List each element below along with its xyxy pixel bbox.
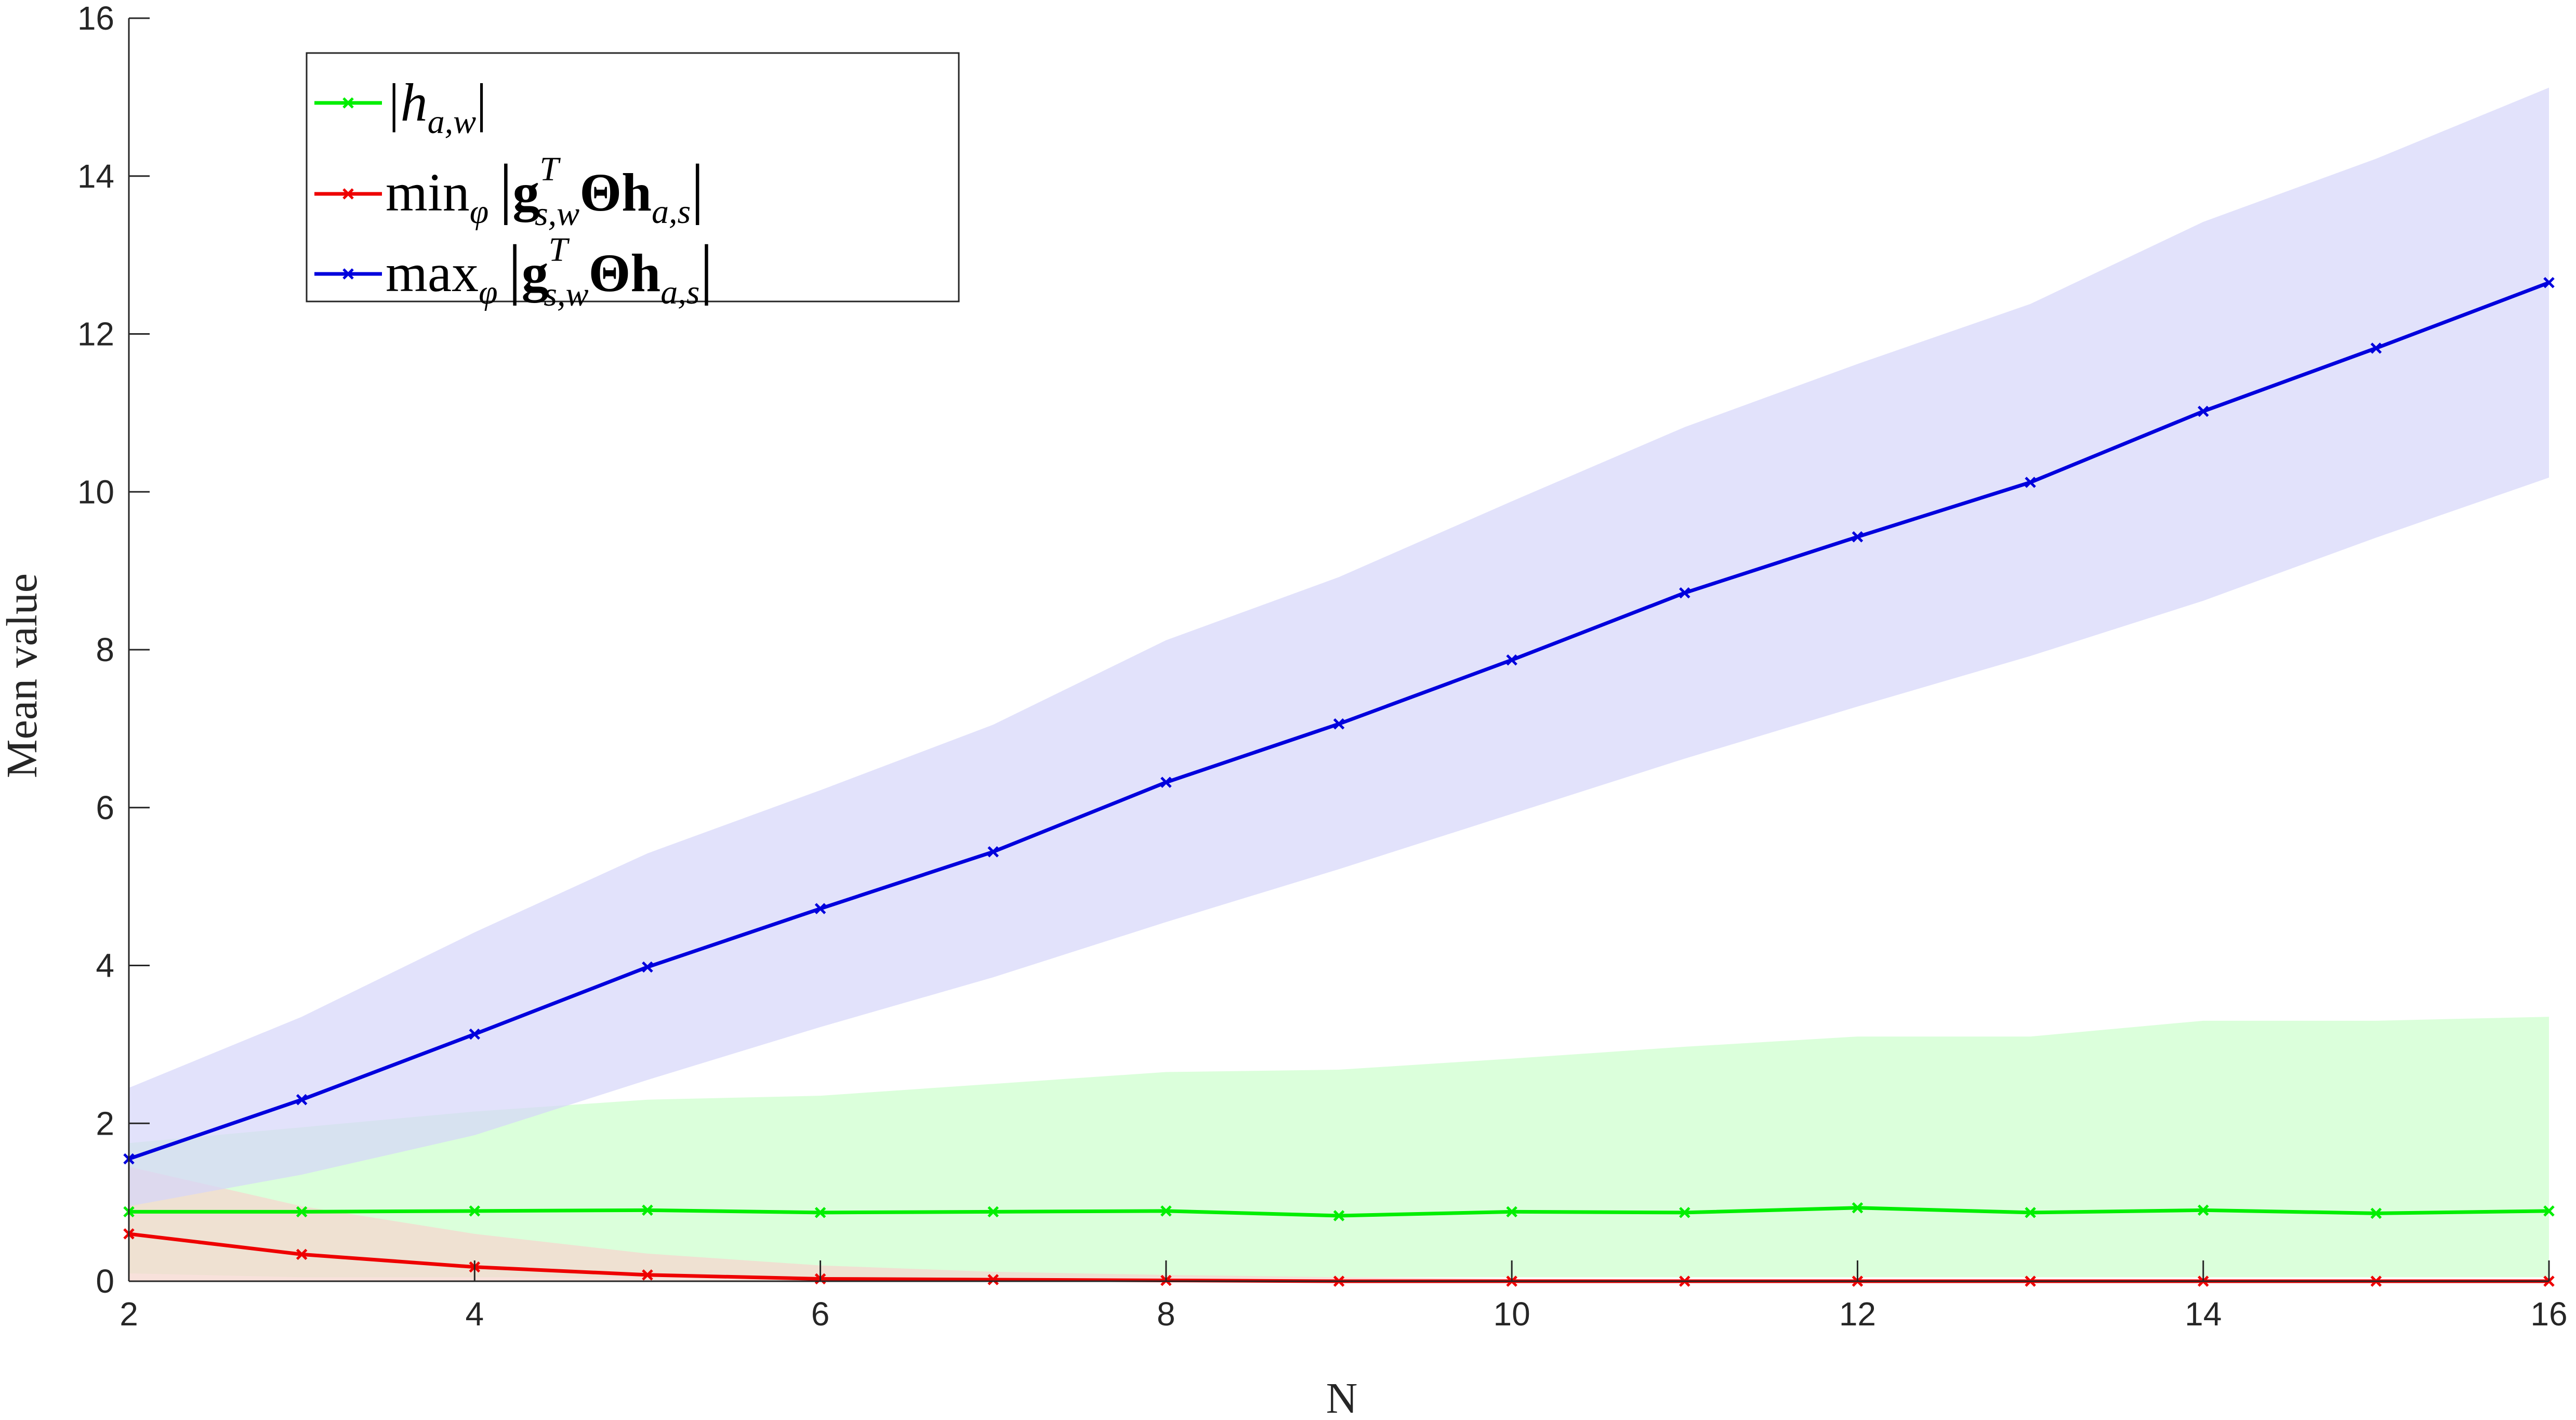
marker-series-3-point-9 bbox=[1506, 654, 1517, 666]
y-tick-label-2: 2 bbox=[96, 1105, 114, 1142]
legend-label-2: minφ |gT s,wΘha,s| bbox=[386, 150, 704, 233]
marker-series-1-point-3 bbox=[469, 1205, 481, 1217]
x-tick-label-12: 12 bbox=[1839, 1295, 1876, 1333]
x-axis-label: N bbox=[1326, 1374, 1358, 1417]
legend-entry-2: minφ |gT s,wΘha,s| bbox=[314, 150, 704, 233]
marker-series-1-point-10 bbox=[1679, 1207, 1690, 1218]
x-tick-label-2: 2 bbox=[120, 1295, 138, 1333]
y-tick-label-10: 10 bbox=[77, 473, 114, 510]
marker-series-1-point-2 bbox=[296, 1206, 308, 1218]
legend-entry-3: maxφ |gT s,wΘha,s| bbox=[314, 231, 713, 313]
x-tick-label-8: 8 bbox=[1157, 1295, 1175, 1333]
marker-series-1-point-6 bbox=[987, 1206, 999, 1218]
x-tick-label-14: 14 bbox=[2185, 1295, 2222, 1333]
marker-series-3-point-2 bbox=[296, 1094, 308, 1106]
y-tick-label-4: 4 bbox=[96, 947, 114, 984]
marker-series-2-point-2 bbox=[296, 1248, 308, 1260]
y-tick-label-12: 12 bbox=[77, 315, 114, 353]
marker-series-3-point-10 bbox=[1679, 587, 1690, 599]
legend-marker-3 bbox=[342, 268, 354, 280]
marker-series-3-point-11 bbox=[1852, 531, 1864, 543]
legend-entry-1: |ha,w| bbox=[314, 73, 487, 141]
marker-series-1-point-9 bbox=[1506, 1206, 1517, 1218]
legend-marker-1 bbox=[342, 97, 354, 109]
x-tick-label-16: 16 bbox=[2530, 1295, 2567, 1333]
y-tick-label-16: 16 bbox=[77, 0, 114, 37]
x-tick-label-4: 4 bbox=[465, 1295, 484, 1333]
marker-series-1-point-4 bbox=[642, 1204, 653, 1216]
y-tick-label-14: 14 bbox=[77, 157, 114, 195]
marker-series-3-point-3 bbox=[469, 1028, 481, 1040]
y-tick-label-0: 0 bbox=[96, 1263, 114, 1300]
legend-label-1: |ha,w| bbox=[386, 73, 487, 141]
marker-series-3-point-13 bbox=[2197, 405, 2209, 417]
legend-marker-2 bbox=[342, 188, 354, 200]
x-tick-label-6: 6 bbox=[811, 1295, 830, 1333]
y-axis-label: Mean value bbox=[0, 573, 46, 778]
marker-series-3-point-7 bbox=[1160, 777, 1172, 788]
marker-series-3-point-8 bbox=[1333, 718, 1345, 730]
marker-series-1-point-14 bbox=[2370, 1207, 2382, 1219]
marker-series-3-point-14 bbox=[2370, 343, 2382, 354]
y-tick-label-6: 6 bbox=[96, 789, 114, 826]
y-tick-label-8: 8 bbox=[96, 631, 114, 668]
marker-series-1-point-5 bbox=[814, 1207, 826, 1218]
band-series-2 bbox=[129, 1166, 2549, 1281]
marker-series-1-point-8 bbox=[1333, 1210, 1345, 1221]
band-series-3 bbox=[129, 87, 2549, 1206]
marker-series-2-point-4 bbox=[642, 1269, 653, 1281]
marker-series-3-point-6 bbox=[987, 846, 999, 858]
legend-box bbox=[306, 52, 960, 303]
marker-series-3-point-12 bbox=[2025, 477, 2036, 488]
marker-series-3-point-5 bbox=[814, 903, 826, 914]
marker-series-1-point-12 bbox=[2025, 1207, 2036, 1218]
marker-series-1-point-15 bbox=[2543, 1205, 2555, 1217]
marker-series-1-point-11 bbox=[1852, 1202, 1864, 1214]
marker-series-3-point-15 bbox=[2543, 277, 2555, 288]
marker-series-3-point-4 bbox=[642, 961, 653, 973]
marker-series-1-point-13 bbox=[2197, 1204, 2209, 1216]
x-tick-label-10: 10 bbox=[1494, 1295, 1530, 1333]
marker-series-1-point-7 bbox=[1160, 1205, 1172, 1217]
marker-series-2-point-6 bbox=[987, 1274, 999, 1285]
legend-label-3: maxφ |gT s,wΘha,s| bbox=[386, 231, 713, 313]
legend: |ha,w| minφ |gT s,wΘha,s| maxφ |gT s,wΘha,s| bbox=[306, 52, 960, 313]
